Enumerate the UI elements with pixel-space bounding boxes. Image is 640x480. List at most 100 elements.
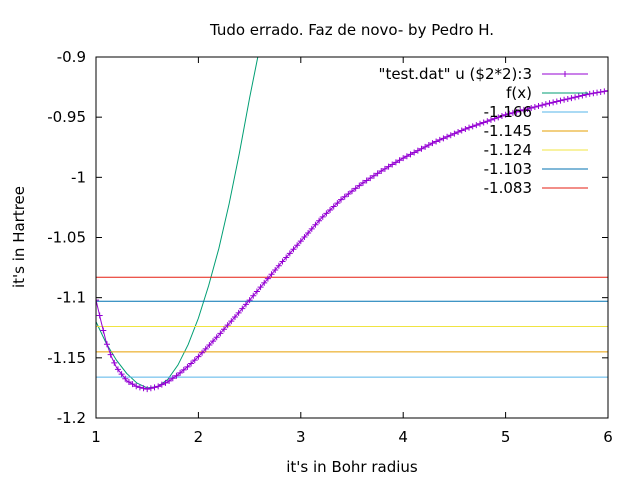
data-point: [250, 292, 257, 299]
x-tick-label: 5: [501, 428, 511, 446]
data-point: [147, 385, 154, 392]
data-point: [546, 100, 553, 107]
data-point: [239, 305, 246, 312]
data-point: [290, 246, 297, 253]
data-point: [561, 96, 568, 103]
data-point: [195, 353, 202, 360]
data-point: [177, 369, 184, 376]
data-point: [235, 309, 242, 316]
data-point: [272, 266, 279, 273]
data-point: [509, 109, 516, 116]
y-axis-label: it's in Hartree: [10, 186, 28, 288]
data-point: [557, 97, 564, 104]
data-point: [202, 345, 209, 352]
data-point: [400, 155, 407, 162]
data-point: [385, 163, 392, 170]
data-point: [451, 130, 458, 137]
data-point: [480, 119, 487, 126]
data-point: [155, 383, 162, 390]
data-point: [122, 375, 129, 382]
data-point: [359, 179, 366, 186]
data-point: [319, 213, 326, 220]
series-group: [96, 57, 608, 393]
data-point: [487, 116, 494, 123]
data-point: [286, 250, 293, 257]
data-point: [184, 363, 191, 370]
data-point: [297, 238, 304, 245]
data-point: [535, 103, 542, 110]
data-point: [517, 107, 524, 114]
data-point: [524, 105, 531, 112]
legend-label: -1.145: [484, 122, 532, 140]
data-point: [283, 254, 290, 261]
data-point: [334, 200, 341, 207]
y-tick-label: -0.9: [57, 48, 86, 66]
data-point: [210, 338, 217, 345]
data-point: [242, 301, 249, 308]
data-point: [392, 159, 399, 166]
data-point: [330, 203, 337, 210]
axis-ticks: 1 2 3 4 5 6 -1.2 -1.15 -1.1 -1.05 -1 -0.95 -0.9: [47, 48, 613, 446]
data-point: [414, 147, 421, 154]
x-tick-label: 2: [194, 428, 204, 446]
y-tick-label: -1.05: [47, 229, 86, 247]
data-point: [301, 234, 308, 241]
data-point: [436, 136, 443, 143]
y-tick-label: -1.15: [47, 349, 86, 367]
data-point: [466, 124, 473, 131]
data-point: [345, 190, 352, 197]
data-point: [253, 288, 260, 295]
data-point: [327, 206, 334, 213]
data-point: [597, 88, 604, 95]
data-point: [389, 161, 396, 168]
data-point: [312, 221, 319, 228]
data-point: [396, 157, 403, 164]
legend-label: -1.103: [484, 160, 532, 178]
legend-label: -1.083: [484, 179, 532, 197]
data-point: [352, 185, 359, 192]
data-point: [425, 142, 432, 149]
data-point: [374, 170, 381, 177]
data-point: [133, 383, 140, 390]
plot-area: [96, 57, 608, 393]
data-point: [495, 114, 502, 121]
data-point: [257, 284, 264, 291]
data-point: [601, 88, 608, 95]
data-point: [403, 153, 410, 160]
data-point: [564, 95, 571, 102]
data-point: [231, 314, 238, 321]
data-point: [586, 90, 593, 97]
data-point: [550, 99, 557, 106]
data-point: [221, 326, 227, 333]
data-point: [422, 143, 429, 150]
data-point: [268, 271, 275, 278]
data-point: [279, 258, 286, 265]
data-point: [305, 229, 312, 236]
data-point: [191, 357, 198, 364]
legend-label: f(x): [506, 84, 532, 102]
data-point: [444, 133, 451, 140]
data-point: [429, 140, 436, 147]
data-point: [484, 118, 491, 125]
data-point: [568, 95, 575, 102]
data-point: [498, 113, 505, 120]
legend-label: -1.166: [484, 103, 532, 121]
data-point: [114, 366, 121, 373]
legend: "test.dat" u ($2*2):3f(x)-1.166-1.145-1.…: [379, 65, 588, 197]
data-point: [513, 108, 520, 115]
data-point: [294, 242, 301, 249]
data-point: [206, 342, 213, 349]
data-point: [111, 359, 118, 366]
data-point: [151, 384, 158, 391]
data-point: [264, 275, 271, 282]
data-point: [158, 381, 165, 388]
x-tick-label: 4: [398, 428, 408, 446]
data-point: [107, 351, 114, 358]
plot-frame: [95, 56, 609, 419]
data-point: [341, 193, 348, 200]
data-point: [217, 330, 224, 337]
data-point: [169, 375, 176, 382]
data-point: [469, 123, 476, 130]
data-point: [528, 104, 535, 111]
data-point: [349, 188, 355, 195]
